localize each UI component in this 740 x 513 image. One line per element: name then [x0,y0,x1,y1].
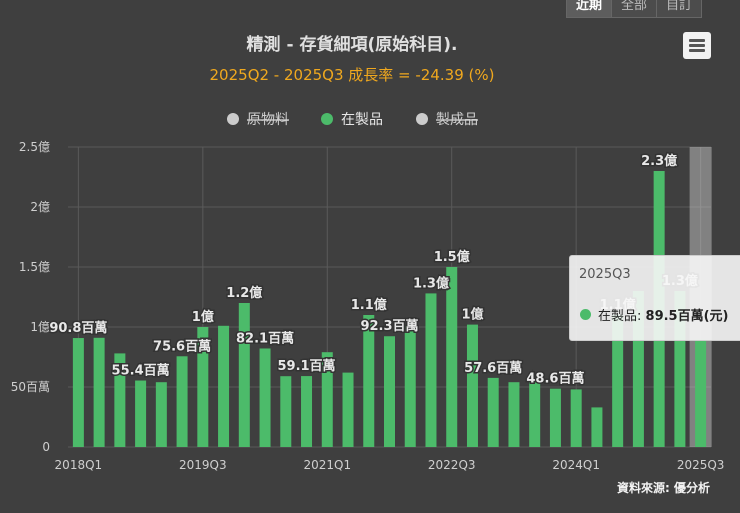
legend: 原物料 在製品 製成品 [227,112,478,128]
bar[interactable] [446,267,458,447]
bar[interactable] [93,337,105,447]
bar[interactable] [259,348,271,447]
bar[interactable] [384,336,395,447]
y-tick-label: 0 [42,440,50,454]
legend-marker-icon [321,113,333,125]
bar[interactable] [155,382,167,447]
data-label: 90.8百萬 [49,320,107,336]
bar[interactable] [466,324,478,447]
bar[interactable] [197,327,209,447]
data-label: 1.1億 [351,297,387,313]
data-label: 59.1百萬 [277,358,335,374]
bar[interactable] [549,388,561,447]
data-label: 1億 [461,307,483,323]
tab-custom[interactable]: 自訂 [656,0,703,18]
bar[interactable] [632,291,644,447]
tooltip-value: 89.5百萬(元) [645,309,729,324]
hamburger-menu-icon[interactable] [683,32,711,59]
y-tick-label: 1億 [30,320,50,334]
range-tabs: 近期 全部 自訂 [566,0,703,18]
bar[interactable] [591,407,603,447]
source-credit: 資料來源: 優分析 [617,481,710,495]
x-tick-label: 2025Q3 [677,458,725,472]
legend-item[interactable]: 原物料 [247,112,289,128]
bar[interactable] [487,377,499,447]
bar[interactable] [404,325,416,447]
legend-item[interactable]: 製成品 [436,112,478,128]
bar[interactable] [114,353,126,447]
x-tick-label: 2018Q1 [55,458,103,472]
y-tick-label: 2億 [30,200,50,214]
y-axis-ticks: 0 50百萬 1億 1.5億 2億 2.5億 [11,140,50,454]
legend-item[interactable]: 在製品 [341,112,383,128]
chart-subtitle: 2025Q2 - 2025Q3 成長率 = -24.39 (%) [209,66,495,84]
x-axis-ticks: 2018Q1 2019Q3 2021Q1 2022Q3 2024Q1 2025Q3 [55,458,725,472]
y-tick-label: 50百萬 [11,380,50,394]
data-label: 75.6百萬 [153,338,211,354]
tooltip-series-name: 在製品 [598,309,638,324]
bar[interactable] [529,377,541,447]
data-label: 48.6百萬 [526,371,584,387]
bar[interactable] [425,293,437,447]
tab-recent[interactable]: 近期 [566,0,613,18]
bar[interactable] [218,325,230,447]
tooltip-series-dot-icon [580,309,591,320]
bar[interactable] [363,315,375,447]
data-label: 2.3億 [641,153,677,169]
x-tick-label: 2019Q3 [179,458,227,472]
y-tick-label: 1.5億 [19,260,50,274]
legend-marker-icon [416,113,428,125]
data-label: 82.1百萬 [236,330,294,346]
bar[interactable] [570,389,582,447]
chart-title: 精測 - 存貨細項(原始科目). [246,35,458,55]
bar[interactable] [135,380,147,447]
bar[interactable] [176,356,188,447]
tooltip-line: 在製品: 89.5百萬(元) [598,309,729,324]
bars [72,171,707,447]
bar[interactable] [674,291,686,447]
data-label: 57.6百萬 [464,360,522,376]
data-label: 1.5億 [434,249,470,265]
bar[interactable] [238,303,250,447]
data-label: 1.2億 [226,285,262,301]
x-tick-label: 2021Q1 [303,458,351,472]
bar[interactable] [612,315,624,447]
x-tick-label: 2022Q3 [428,458,476,472]
tooltip-header: 2025Q3 [579,267,631,282]
y-tick-label: 2.5億 [19,140,50,154]
data-label: 55.4百萬 [112,363,170,379]
data-label: 1.3億 [413,275,449,291]
tooltip: 2025Q3 在製品: 89.5百萬(元) [569,255,740,341]
bar[interactable] [508,382,520,447]
legend-marker-icon [227,113,239,125]
bar[interactable] [342,372,354,447]
bar[interactable] [280,376,292,447]
data-label: 1億 [192,309,214,325]
bar[interactable] [695,339,707,447]
data-label: 92.3百萬 [360,318,418,334]
x-tick-label: 2024Q1 [552,458,600,472]
bar[interactable] [72,338,84,447]
bar[interactable] [301,376,313,447]
bar[interactable] [321,352,333,447]
